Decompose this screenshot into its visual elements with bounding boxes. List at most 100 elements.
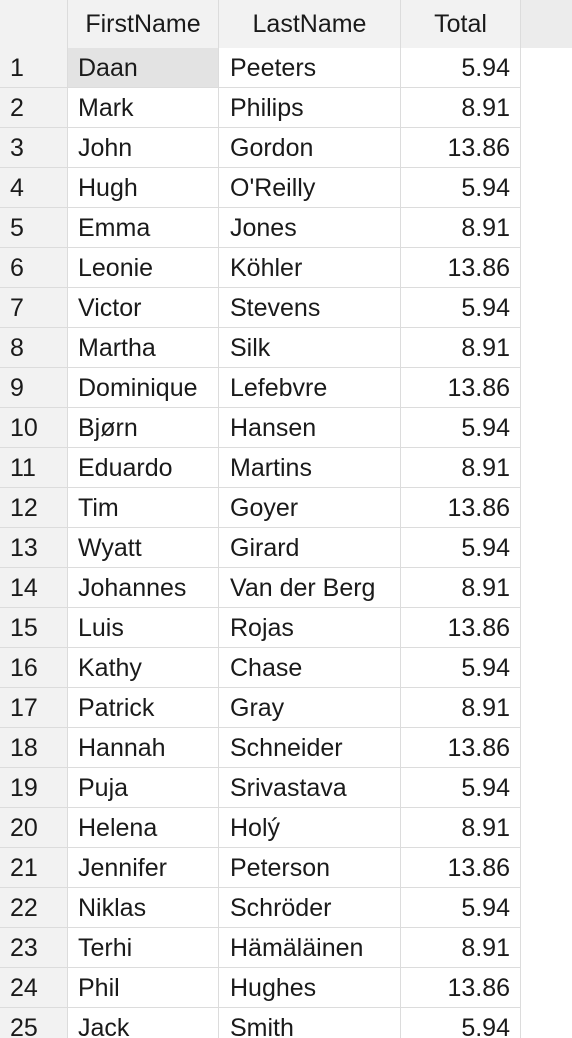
table-row[interactable]: 21 Jennifer Peterson 13.86 [0, 848, 521, 888]
cell-total[interactable]: 5.94 [401, 48, 521, 88]
table-row[interactable]: 15 Luis Rojas 13.86 [0, 608, 521, 648]
cell-total[interactable]: 13.86 [401, 968, 521, 1008]
column-header-firstname[interactable]: FirstName [68, 0, 219, 48]
cell-firstname[interactable]: Puja [68, 768, 219, 808]
cell-lastname[interactable]: Goyer [219, 488, 401, 528]
cell-total[interactable]: 8.91 [401, 808, 521, 848]
table-row[interactable]: 7 Victor Stevens 5.94 [0, 288, 521, 328]
cell-lastname[interactable]: Hansen [219, 408, 401, 448]
cell-lastname[interactable]: Peeters [219, 48, 401, 88]
row-number[interactable]: 23 [0, 928, 68, 968]
cell-firstname[interactable]: John [68, 128, 219, 168]
table-row[interactable]: 11 Eduardo Martins 8.91 [0, 448, 521, 488]
table-row[interactable]: 8 Martha Silk 8.91 [0, 328, 521, 368]
cell-firstname[interactable]: Kathy [68, 648, 219, 688]
cell-firstname[interactable]: Hugh [68, 168, 219, 208]
column-header-total[interactable]: Total [401, 0, 521, 48]
row-number[interactable]: 5 [0, 208, 68, 248]
row-number[interactable]: 24 [0, 968, 68, 1008]
cell-total[interactable]: 5.94 [401, 768, 521, 808]
cell-lastname[interactable]: Peterson [219, 848, 401, 888]
row-number[interactable]: 1 [0, 48, 68, 88]
cell-firstname[interactable]: Jack [68, 1008, 219, 1038]
table-row[interactable]: 14 Johannes Van der Berg 8.91 [0, 568, 521, 608]
cell-lastname[interactable]: Holý [219, 808, 401, 848]
cell-lastname[interactable]: Philips [219, 88, 401, 128]
cell-total[interactable]: 5.94 [401, 648, 521, 688]
cell-firstname[interactable]: Martha [68, 328, 219, 368]
row-number[interactable]: 19 [0, 768, 68, 808]
table-row[interactable]: 22 Niklas Schröder 5.94 [0, 888, 521, 928]
cell-lastname[interactable]: Lefebvre [219, 368, 401, 408]
table-row[interactable]: 12 Tim Goyer 13.86 [0, 488, 521, 528]
cell-total[interactable]: 8.91 [401, 928, 521, 968]
cell-total[interactable]: 13.86 [401, 848, 521, 888]
cell-lastname[interactable]: Rojas [219, 608, 401, 648]
cell-total[interactable]: 13.86 [401, 128, 521, 168]
row-number[interactable]: 25 [0, 1008, 68, 1038]
cell-lastname[interactable]: Stevens [219, 288, 401, 328]
cell-lastname[interactable]: Srivastava [219, 768, 401, 808]
cell-firstname[interactable]: Daan [68, 48, 219, 88]
row-number[interactable]: 6 [0, 248, 68, 288]
cell-lastname[interactable]: Gordon [219, 128, 401, 168]
cell-lastname[interactable]: Schröder [219, 888, 401, 928]
table-row[interactable]: 19 Puja Srivastava 5.94 [0, 768, 521, 808]
table-row[interactable]: 9 Dominique Lefebvre 13.86 [0, 368, 521, 408]
cell-total[interactable]: 8.91 [401, 688, 521, 728]
table-row[interactable]: 1 Daan Peeters 5.94 [0, 48, 521, 88]
row-number[interactable]: 12 [0, 488, 68, 528]
cell-total[interactable]: 13.86 [401, 488, 521, 528]
cell-total[interactable]: 8.91 [401, 88, 521, 128]
row-number[interactable]: 14 [0, 568, 68, 608]
row-number[interactable]: 4 [0, 168, 68, 208]
cell-lastname[interactable]: Silk [219, 328, 401, 368]
cell-total[interactable]: 13.86 [401, 368, 521, 408]
table-row[interactable]: 24 Phil Hughes 13.86 [0, 968, 521, 1008]
cell-total[interactable]: 5.94 [401, 888, 521, 928]
table-row[interactable]: 5 Emma Jones 8.91 [0, 208, 521, 248]
cell-total[interactable]: 5.94 [401, 288, 521, 328]
cell-firstname[interactable]: Hannah [68, 728, 219, 768]
cell-firstname[interactable]: Jennifer [68, 848, 219, 888]
cell-total[interactable]: 5.94 [401, 408, 521, 448]
table-row[interactable]: 25 Jack Smith 5.94 [0, 1008, 521, 1038]
cell-firstname[interactable]: Emma [68, 208, 219, 248]
cell-firstname[interactable]: Helena [68, 808, 219, 848]
cell-total[interactable]: 8.91 [401, 328, 521, 368]
column-header-lastname[interactable]: LastName [219, 0, 401, 48]
row-number[interactable]: 9 [0, 368, 68, 408]
table-row[interactable]: 23 Terhi Hämäläinen 8.91 [0, 928, 521, 968]
cell-lastname[interactable]: O'Reilly [219, 168, 401, 208]
row-number[interactable]: 2 [0, 88, 68, 128]
cell-lastname[interactable]: Gray [219, 688, 401, 728]
cell-lastname[interactable]: Hughes [219, 968, 401, 1008]
cell-firstname[interactable]: Leonie [68, 248, 219, 288]
cell-firstname[interactable]: Eduardo [68, 448, 219, 488]
cell-lastname[interactable]: Van der Berg [219, 568, 401, 608]
cell-lastname[interactable]: Hämäläinen [219, 928, 401, 968]
cell-firstname[interactable]: Wyatt [68, 528, 219, 568]
table-row[interactable]: 4 Hugh O'Reilly 5.94 [0, 168, 521, 208]
row-number[interactable]: 18 [0, 728, 68, 768]
cell-firstname[interactable]: Bjørn [68, 408, 219, 448]
header-corner[interactable] [0, 0, 68, 48]
table-row[interactable]: 17 Patrick Gray 8.91 [0, 688, 521, 728]
cell-total[interactable]: 8.91 [401, 208, 521, 248]
cell-total[interactable]: 8.91 [401, 448, 521, 488]
row-number[interactable]: 7 [0, 288, 68, 328]
row-number[interactable]: 8 [0, 328, 68, 368]
row-number[interactable]: 16 [0, 648, 68, 688]
table-row[interactable]: 18 Hannah Schneider 13.86 [0, 728, 521, 768]
cell-total[interactable]: 5.94 [401, 168, 521, 208]
cell-total[interactable]: 13.86 [401, 728, 521, 768]
row-number[interactable]: 10 [0, 408, 68, 448]
cell-firstname[interactable]: Terhi [68, 928, 219, 968]
table-row[interactable]: 16 Kathy Chase 5.94 [0, 648, 521, 688]
cell-total[interactable]: 5.94 [401, 528, 521, 568]
table-row[interactable]: 13 Wyatt Girard 5.94 [0, 528, 521, 568]
cell-lastname[interactable]: Chase [219, 648, 401, 688]
cell-lastname[interactable]: Girard [219, 528, 401, 568]
cell-firstname[interactable]: Niklas [68, 888, 219, 928]
row-number[interactable]: 3 [0, 128, 68, 168]
